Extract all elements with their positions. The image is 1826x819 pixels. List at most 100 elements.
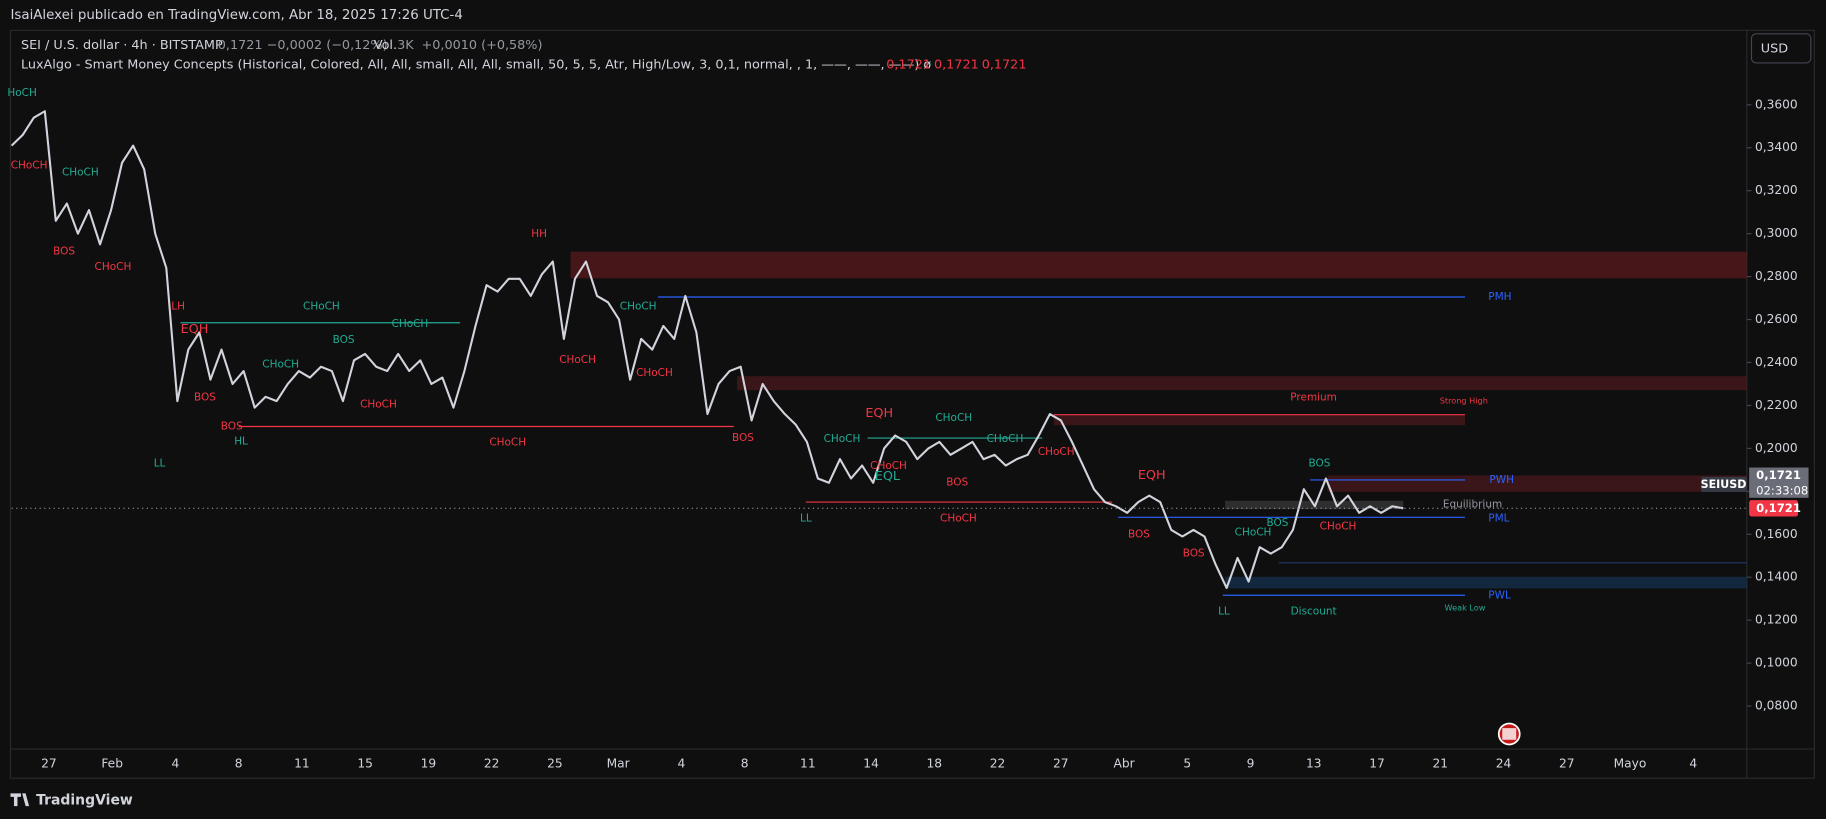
annotation: CHoCH [1320, 521, 1357, 533]
currency[interactable]: USD [1761, 41, 1788, 56]
x-tick-label: 4 [677, 757, 685, 771]
indicator-value: 0,1721 [934, 58, 979, 73]
annotation: CHoCH [62, 166, 99, 178]
annotation: BOS [194, 391, 216, 403]
x-tick-label: Mar [607, 757, 631, 771]
annotation: HH [531, 228, 547, 240]
zone [1225, 576, 1747, 589]
zone [1327, 475, 1747, 492]
annotation: BOS [732, 432, 754, 444]
annotation: CHoCH [987, 433, 1024, 445]
annotation: EQH [181, 322, 209, 337]
annotation: HoCH [7, 87, 36, 99]
price-tag-label: 0,1721 [1756, 468, 1801, 482]
annotation: CHoCH [392, 318, 429, 330]
annotation: EQH [865, 406, 893, 421]
annotation: BOS [1183, 547, 1205, 559]
x-tick-label: 13 [1306, 757, 1322, 771]
y-tick-label: 0,2400 [1755, 355, 1798, 369]
x-tick-label: 11 [294, 757, 310, 771]
annotation: CHoCH [262, 359, 299, 371]
y-tick-label: 0,3200 [1755, 183, 1798, 197]
annotation: CHoCH [11, 159, 48, 171]
annotation: Discount [1291, 606, 1337, 618]
zone [737, 376, 1747, 391]
annotation: PWL [1488, 589, 1511, 601]
y-tick-label: 0,1600 [1755, 527, 1798, 541]
x-tick-label: 8 [235, 757, 243, 771]
x-tick-label: 15 [357, 757, 373, 771]
annotation: CHoCH [870, 460, 907, 472]
annotation: CHoCH [824, 433, 861, 445]
annotation: BOS [333, 334, 355, 346]
publisher: IsaiAlexei publicado en TradingView.com,… [10, 8, 462, 23]
currency-button[interactable] [1750, 33, 1812, 64]
annotation: CHoCH [95, 261, 132, 273]
annotation: Premium [1290, 391, 1337, 403]
zone [1053, 414, 1465, 426]
y-tick-label: 0,2600 [1755, 312, 1798, 326]
volume-change: +0,0010 (+0,58%) [422, 38, 543, 53]
annotation: BOS [1267, 517, 1289, 529]
annotation: Equilibrium [1443, 498, 1502, 510]
chart-frame [9, 29, 1815, 779]
x-tick-label: 5 [1183, 757, 1191, 771]
volume-label: Vol. [374, 38, 397, 53]
x-tick-label: 19 [421, 757, 437, 771]
x-tick-label: 18 [927, 757, 943, 771]
annotation: HL [234, 436, 248, 448]
indicator-value: 0,1721 [886, 58, 931, 73]
annotation: CHoCH [1235, 526, 1272, 538]
y-tick-label: 0,1400 [1755, 570, 1798, 584]
x-tick-label: 4 [1689, 757, 1697, 771]
annotation: CHoCH [303, 300, 340, 312]
last-tag [1749, 500, 1799, 517]
annotation: PML [1488, 512, 1509, 524]
last-price: 0,1721 [218, 38, 263, 53]
x-tick-label: 11 [800, 757, 816, 771]
annotation: CHoCH [935, 412, 972, 424]
annotation: LL [800, 512, 812, 524]
y-tick-label: 0,1000 [1755, 656, 1798, 670]
annotation: BOS [53, 246, 75, 258]
y-tick-label: 0,3600 [1755, 97, 1798, 111]
annotation: BOS [1308, 458, 1330, 470]
x-tick-label: 4 [172, 757, 180, 771]
x-tick-label: 24 [1496, 757, 1512, 771]
brand: TradingView [36, 792, 133, 808]
x-tick-label: 14 [863, 757, 879, 771]
x-tick-label: 25 [547, 757, 563, 771]
x-tick-label: 9 [1247, 757, 1255, 771]
x-tick-label: 17 [1369, 757, 1385, 771]
x-tick-label: 22 [484, 757, 500, 771]
annotation: BOS [221, 420, 243, 432]
x-tick-label: Feb [101, 757, 123, 771]
annotation: BOS [1128, 529, 1150, 541]
countdown: 02:33:08 [1756, 483, 1808, 497]
y-tick-label: 0,2000 [1755, 441, 1798, 455]
annotation: LL [1218, 606, 1230, 618]
indicator: LuxAlgo - Smart Money Concepts (Historic… [21, 58, 931, 73]
x-tick-label: 27 [1559, 757, 1575, 771]
annotation: CHoCH [489, 437, 526, 449]
y-tick-label: 0,2200 [1755, 398, 1798, 412]
annotation: LL [154, 458, 166, 470]
annotation: CHoCH [636, 367, 673, 379]
annotation: EQH [1138, 468, 1166, 483]
annotation: CHoCH [940, 512, 977, 524]
y-tick-label: 0,0800 [1755, 699, 1798, 713]
indicator-value: 0,1721 [982, 58, 1027, 73]
annotation: EQL [875, 469, 901, 484]
price-tag [1749, 467, 1809, 498]
annotation: CHoCH [559, 354, 596, 366]
symbol-tag [1701, 476, 1747, 492]
annotation: Strong High [1440, 395, 1488, 405]
y-tick-label: 0,2800 [1755, 269, 1798, 283]
annotation: CHoCH [1038, 446, 1075, 458]
annotation: PWH [1489, 474, 1514, 486]
y-tick-label: 0,3400 [1755, 140, 1798, 154]
symbol: SEI / U.S. dollar · 4h · BITSTAMP [21, 38, 223, 53]
x-tick-label: 22 [990, 757, 1006, 771]
y-tick-label: 0,3000 [1755, 226, 1798, 240]
